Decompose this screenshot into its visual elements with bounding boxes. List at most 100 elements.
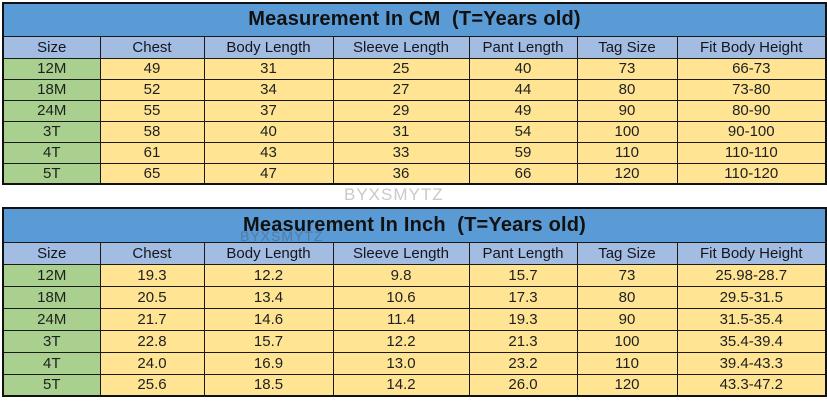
value-cell: 14.6	[203, 307, 334, 331]
value-cell: 61	[99, 141, 205, 164]
value-cell: 65	[99, 162, 205, 185]
value-cell: 14.2	[332, 373, 470, 397]
value-cell: 66-73	[676, 57, 827, 80]
value-cell: 34	[203, 78, 334, 101]
value-cell: 15.7	[203, 329, 334, 353]
value-cell: 22.8	[99, 329, 205, 353]
value-cell: 100	[576, 329, 678, 353]
value-cell: 25.6	[99, 373, 205, 397]
value-cell: 37	[203, 99, 334, 122]
value-cell: 49	[99, 57, 205, 80]
value-cell: 52	[99, 78, 205, 101]
size-cell: 5T	[2, 162, 101, 185]
value-cell: 73	[576, 263, 678, 287]
size-cell: 18M	[2, 285, 101, 309]
watermark: BYXSMYTZ	[344, 185, 444, 204]
column-header: Pant Length	[468, 35, 578, 59]
value-cell: 25.98-28.7	[676, 263, 827, 287]
table-row: 12M 49 31 25 40 73 66-73	[2, 57, 827, 80]
value-cell: 80	[576, 78, 678, 101]
value-cell: 19.3	[468, 307, 578, 331]
value-cell: 54	[468, 120, 578, 143]
table-row: 5T 25.6 18.5 14.2 26.0 120 43.3-47.2	[2, 373, 827, 397]
value-cell: 31	[203, 57, 334, 80]
value-cell: 18.5	[203, 373, 334, 397]
table-row: 5T 65 47 36 66 120 110-120	[2, 162, 827, 185]
size-cell: 24M	[2, 99, 101, 122]
value-cell: 44	[468, 78, 578, 101]
value-cell: 110	[576, 351, 678, 375]
column-header: Tag Size	[576, 241, 678, 265]
value-cell: 120	[576, 162, 678, 185]
table-title: Measurement In Inch (T=Years old)	[2, 207, 827, 243]
size-cell: 24M	[2, 307, 101, 331]
value-cell: 90	[576, 99, 678, 122]
column-header-row: Size Chest Body Length Sleeve Length Pant Le…	[2, 35, 827, 59]
value-cell: 27	[332, 78, 470, 101]
column-header: Size	[2, 35, 101, 59]
column-header: Fit Body Height	[676, 35, 827, 59]
value-cell: 24.0	[99, 351, 205, 375]
value-cell: 31.5-35.4	[676, 307, 827, 331]
table-title: Measurement In CM (T=Years old)	[2, 2, 827, 37]
value-cell: 90	[576, 307, 678, 331]
value-cell: 9.8	[332, 263, 470, 287]
table-row: 24M 55 37 29 49 90 80-90	[2, 99, 827, 122]
value-cell: 33	[332, 141, 470, 164]
value-cell: 58	[99, 120, 205, 143]
value-cell: 90-100	[676, 120, 827, 143]
table-row: 3T 58 40 31 54 100 90-100	[2, 120, 827, 143]
value-cell: 110-110	[676, 141, 827, 164]
column-header: Pant Length	[468, 241, 578, 265]
column-header: Body Length	[203, 35, 334, 59]
column-header: Tag Size	[576, 35, 678, 59]
value-cell: 29	[332, 99, 470, 122]
value-cell: 47	[203, 162, 334, 185]
size-cell: 5T	[2, 373, 101, 397]
column-header-row: Size Chest Body Length Sleeve Length Pant Le…	[2, 241, 827, 265]
value-cell: 12.2	[332, 329, 470, 353]
value-cell: 100	[576, 120, 678, 143]
value-cell: 80-90	[676, 99, 827, 122]
column-header: Size	[2, 241, 101, 265]
table-row: 3T 22.8 15.7 12.2 21.3 100 35.4-39.4	[2, 329, 827, 353]
table-row: 18M 20.5 13.4 10.6 17.3 80 29.5-31.5	[2, 285, 827, 309]
size-cell: 12M	[2, 263, 101, 287]
size-cell: 4T	[2, 141, 101, 164]
value-cell: 73	[576, 57, 678, 80]
value-cell: 26.0	[468, 373, 578, 397]
value-cell: 20.5	[99, 285, 205, 309]
column-header: Fit Body Height	[676, 241, 827, 265]
table-row: 4T 24.0 16.9 13.0 23.2 110 39.4-43.3	[2, 351, 827, 375]
value-cell: 13.4	[203, 285, 334, 309]
value-cell: 17.3	[468, 285, 578, 309]
value-cell: 43	[203, 141, 334, 164]
value-cell: 40	[468, 57, 578, 80]
value-cell: 19.3	[99, 263, 205, 287]
column-header: Chest	[99, 241, 205, 265]
value-cell: 21.3	[468, 329, 578, 353]
table-row: 4T 61 43 33 59 110 110-110	[2, 141, 827, 164]
value-cell: 31	[332, 120, 470, 143]
table-row: Measurement In CM (T=Years old)	[2, 2, 827, 37]
table-row: 18M 52 34 27 44 80 73-80	[2, 78, 827, 101]
value-cell: 23.2	[468, 351, 578, 375]
value-cell: 12.2	[203, 263, 334, 287]
value-cell: 21.7	[99, 307, 205, 331]
size-cell: 3T	[2, 120, 101, 143]
cm-measurement-table: Measurement In CM (T=Years old) Size Ches…	[2, 2, 827, 185]
table-row: 12M 19.3 12.2 9.8 15.7 73 25.98-28.7	[2, 263, 827, 287]
value-cell: 66	[468, 162, 578, 185]
value-cell: 73-80	[676, 78, 827, 101]
value-cell: 110-120	[676, 162, 827, 185]
size-cell: 3T	[2, 329, 101, 353]
value-cell: 80	[576, 285, 678, 309]
table-row: 24M 21.7 14.6 11.4 19.3 90 31.5-35.4	[2, 307, 827, 331]
value-cell: 110	[576, 141, 678, 164]
value-cell: 25	[332, 57, 470, 80]
column-header: Sleeve Length	[332, 241, 470, 265]
size-cell: 12M	[2, 57, 101, 80]
value-cell: 16.9	[203, 351, 334, 375]
inch-measurement-table: Measurement In Inch (T=Years old) Size Ch…	[2, 207, 827, 397]
